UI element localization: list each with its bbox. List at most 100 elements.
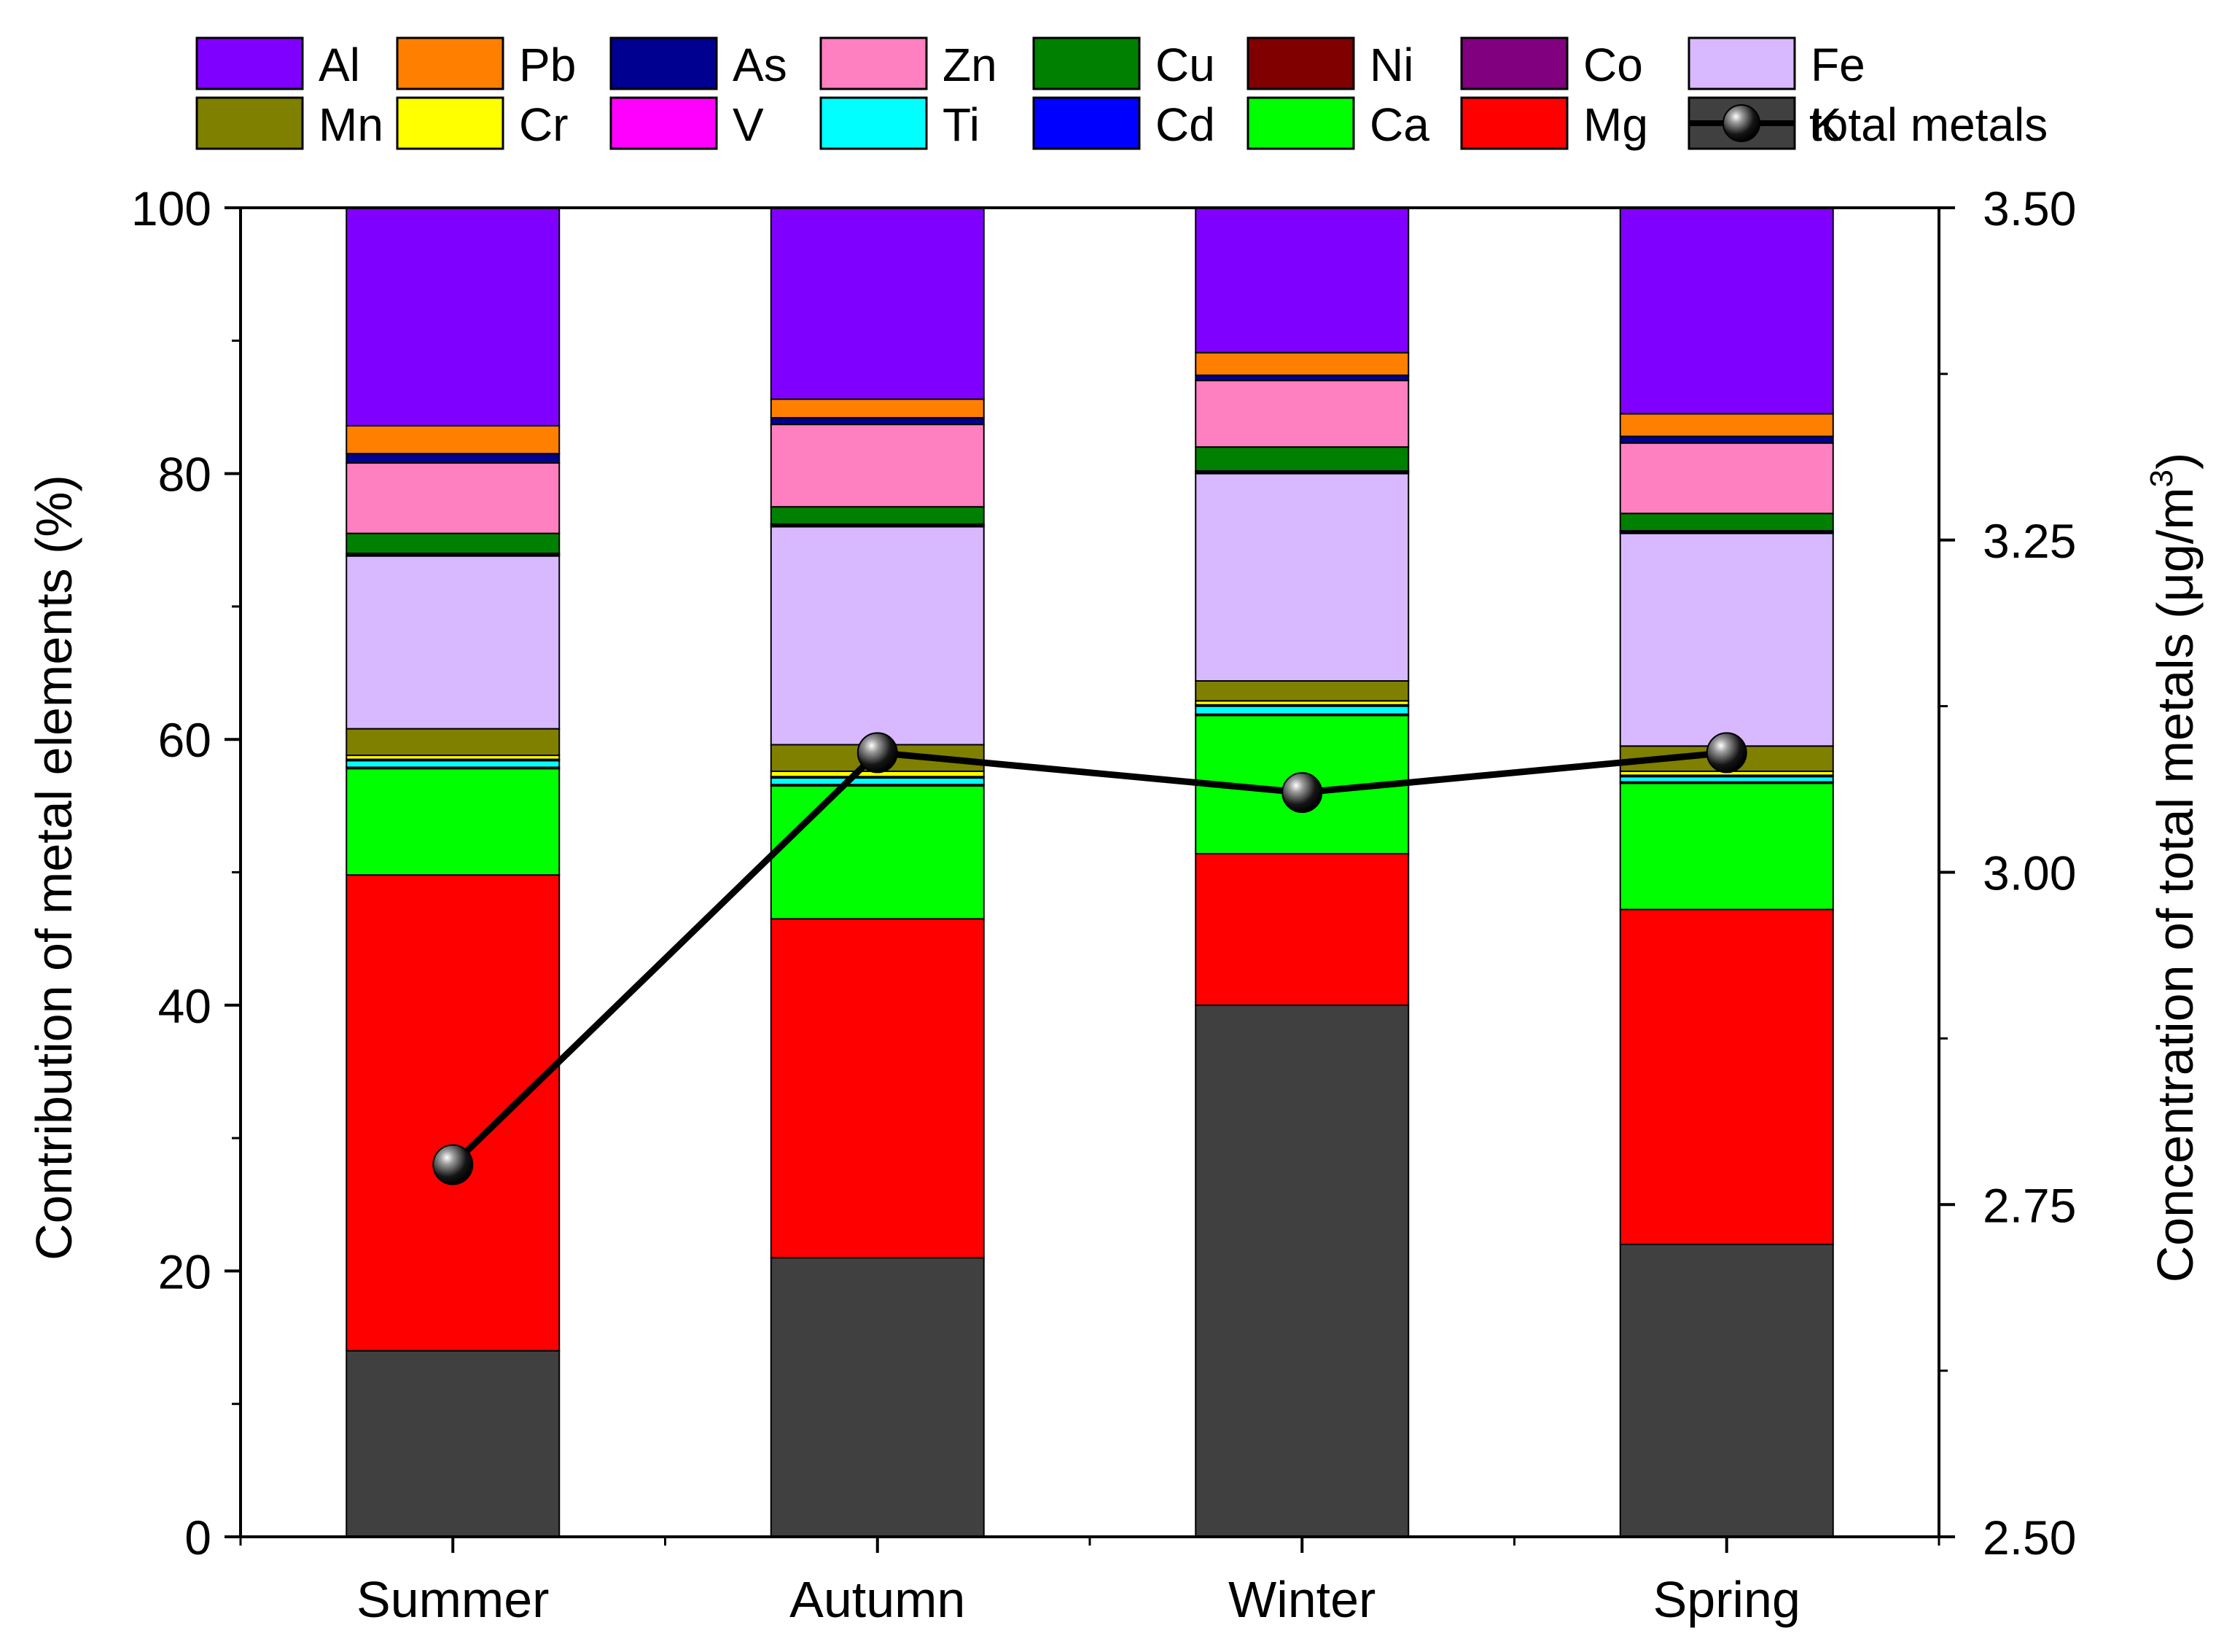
bar-segment-winter-pb <box>1195 351 1410 376</box>
legend-swatch-fe <box>1687 36 1796 90</box>
bar-segment-winter-ti <box>1195 705 1410 715</box>
bar-segment-summer-pb <box>346 424 561 455</box>
legend-label-mn: Mn <box>319 98 383 151</box>
bar-segment-summer-k <box>346 1349 561 1538</box>
legend-label-v: V <box>733 98 764 151</box>
legend-label-fe: Fe <box>1811 39 1865 91</box>
legend-swatch-al <box>195 36 304 90</box>
y2-axis-title-close: ) <box>2147 453 2204 470</box>
y-tick-label: 100 <box>131 182 211 235</box>
bar-segment-winter-as <box>1195 374 1410 381</box>
bar-segment-summer-mg <box>346 874 561 1352</box>
x-tick-label-winter: Winter <box>1228 1571 1376 1628</box>
axes-group: 0 20 40 60 80 100 2.50 2.75 3.00 3.25 3.50 Summer Au… <box>131 182 2077 1628</box>
bar-segment-summer-as <box>346 453 561 464</box>
legend-label-cd: Cd <box>1155 98 1215 151</box>
y2-tick-label: 2.75 <box>1983 1178 2076 1232</box>
bar-segment-autumn-al <box>770 207 985 400</box>
y-tick-label: 20 <box>158 1244 211 1298</box>
y-tick-label: 40 <box>158 979 211 1033</box>
legend-label-co: Co <box>1583 39 1643 91</box>
bar-segment-summer-cu <box>346 532 561 554</box>
bar-segment-spring-pb <box>1619 413 1834 437</box>
x-tick-label-spring: Spring <box>1653 1571 1800 1628</box>
bar-segment-autumn-as <box>770 417 985 426</box>
legend-label-ni: Ni <box>1370 39 1413 91</box>
bar-segment-autumn-mg <box>770 918 985 1259</box>
bar-segment-summer-fe <box>346 555 561 730</box>
y2-axis-title-superscript: 3 <box>2144 470 2180 487</box>
legend-swatch-zn <box>819 36 928 90</box>
bar-segment-summer-al <box>346 207 561 426</box>
bar-segment-winter-k <box>1195 1004 1410 1538</box>
bar-segment-autumn-fe <box>770 526 985 746</box>
legend-swatch-co <box>1460 36 1569 90</box>
bar-segment-winter-mg <box>1195 852 1410 1006</box>
legend-label-pb: Pb <box>519 39 576 91</box>
total-metals-point-autumn <box>857 732 898 774</box>
bar-segment-spring-al <box>1619 207 1834 415</box>
legend-label-cu: Cu <box>1155 39 1215 91</box>
bar-segment-autumn-ca <box>770 785 985 920</box>
legend-swatch-cr <box>396 96 504 150</box>
y-tick-label: 80 <box>158 448 211 502</box>
legend-swatch-v <box>609 96 718 150</box>
legend-label-ti: Ti <box>943 98 980 151</box>
legend-label-zn: Zn <box>943 39 997 91</box>
legend-swatch-cu <box>1032 36 1141 90</box>
bars-group <box>346 207 1834 1538</box>
bar-segment-summer-zn <box>346 462 561 534</box>
total-metals-point-spring <box>1706 732 1747 774</box>
y2-tick-label: 3.00 <box>1983 846 2076 900</box>
bar-segment-spring-cu <box>1619 513 1834 531</box>
bar-segment-spring-ca <box>1619 782 1834 911</box>
bar-segment-autumn-k <box>770 1257 985 1538</box>
total-metals-point-summer <box>432 1144 474 1185</box>
total-metals-point-winter <box>1281 772 1323 814</box>
legend-swatch-as <box>609 36 718 90</box>
bar-segment-spring-zn <box>1619 442 1834 515</box>
y-axis-title: Contribution of metal elements (%) <box>26 475 82 1261</box>
y2-axis-title-text: Concentration of total metals (μg/m <box>2147 487 2204 1282</box>
bar-segment-autumn-pb <box>770 398 985 419</box>
bar-segment-spring-ti <box>1619 776 1834 783</box>
axis-titles: Contribution of metal elements (%) Conce… <box>26 453 2204 1283</box>
legend-label-k: K <box>1811 98 1842 151</box>
bar-segment-winter-zn <box>1195 379 1410 448</box>
y2-axis-title: Concentration of total metals (μg/m3) <box>2144 453 2204 1283</box>
legend-swatch-ti <box>819 96 928 150</box>
x-tick-label-autumn: Autumn <box>789 1571 965 1628</box>
legend-label-as: As <box>733 39 787 91</box>
x-tick-label-summer: Summer <box>356 1571 549 1628</box>
legend-swatch-pb <box>396 36 504 90</box>
bar-segment-spring-fe <box>1619 532 1834 747</box>
bar-segment-summer-ti <box>346 760 561 768</box>
y-tick-label: 60 <box>158 713 211 767</box>
legend-label-ca: Ca <box>1370 98 1429 151</box>
legend-label-cr: Cr <box>519 98 569 151</box>
bar-segment-winter-mn <box>1195 679 1410 702</box>
total-metals-line <box>450 749 1728 1167</box>
y2-tick-label: 2.50 <box>1983 1511 2076 1565</box>
bar-segment-summer-mn <box>346 728 561 757</box>
y-tick-label: 0 <box>184 1511 211 1565</box>
bar-segment-autumn-ti <box>770 777 985 786</box>
legend-label-mg: Mg <box>1583 98 1648 151</box>
y2-tick-label: 3.50 <box>1983 182 2076 235</box>
bar-segment-autumn-cu <box>770 506 985 525</box>
legend-swatch-mg <box>1460 96 1569 150</box>
bar-segment-winter-fe <box>1195 472 1410 682</box>
legend-swatch-ni <box>1246 36 1355 90</box>
bar-segment-spring-mg <box>1619 908 1834 1245</box>
y2-tick-label: 3.25 <box>1983 514 2076 568</box>
legend-swatch-mn <box>195 96 304 150</box>
bar-segment-autumn-zn <box>770 424 985 508</box>
total-metals-line-group <box>432 732 1747 1185</box>
bar-segment-spring-k <box>1619 1243 1834 1538</box>
legend-label-total-metals: total metals <box>1809 98 2048 151</box>
bar-segment-winter-cu <box>1195 446 1410 472</box>
legend-marker-total-metals <box>1722 104 1760 142</box>
